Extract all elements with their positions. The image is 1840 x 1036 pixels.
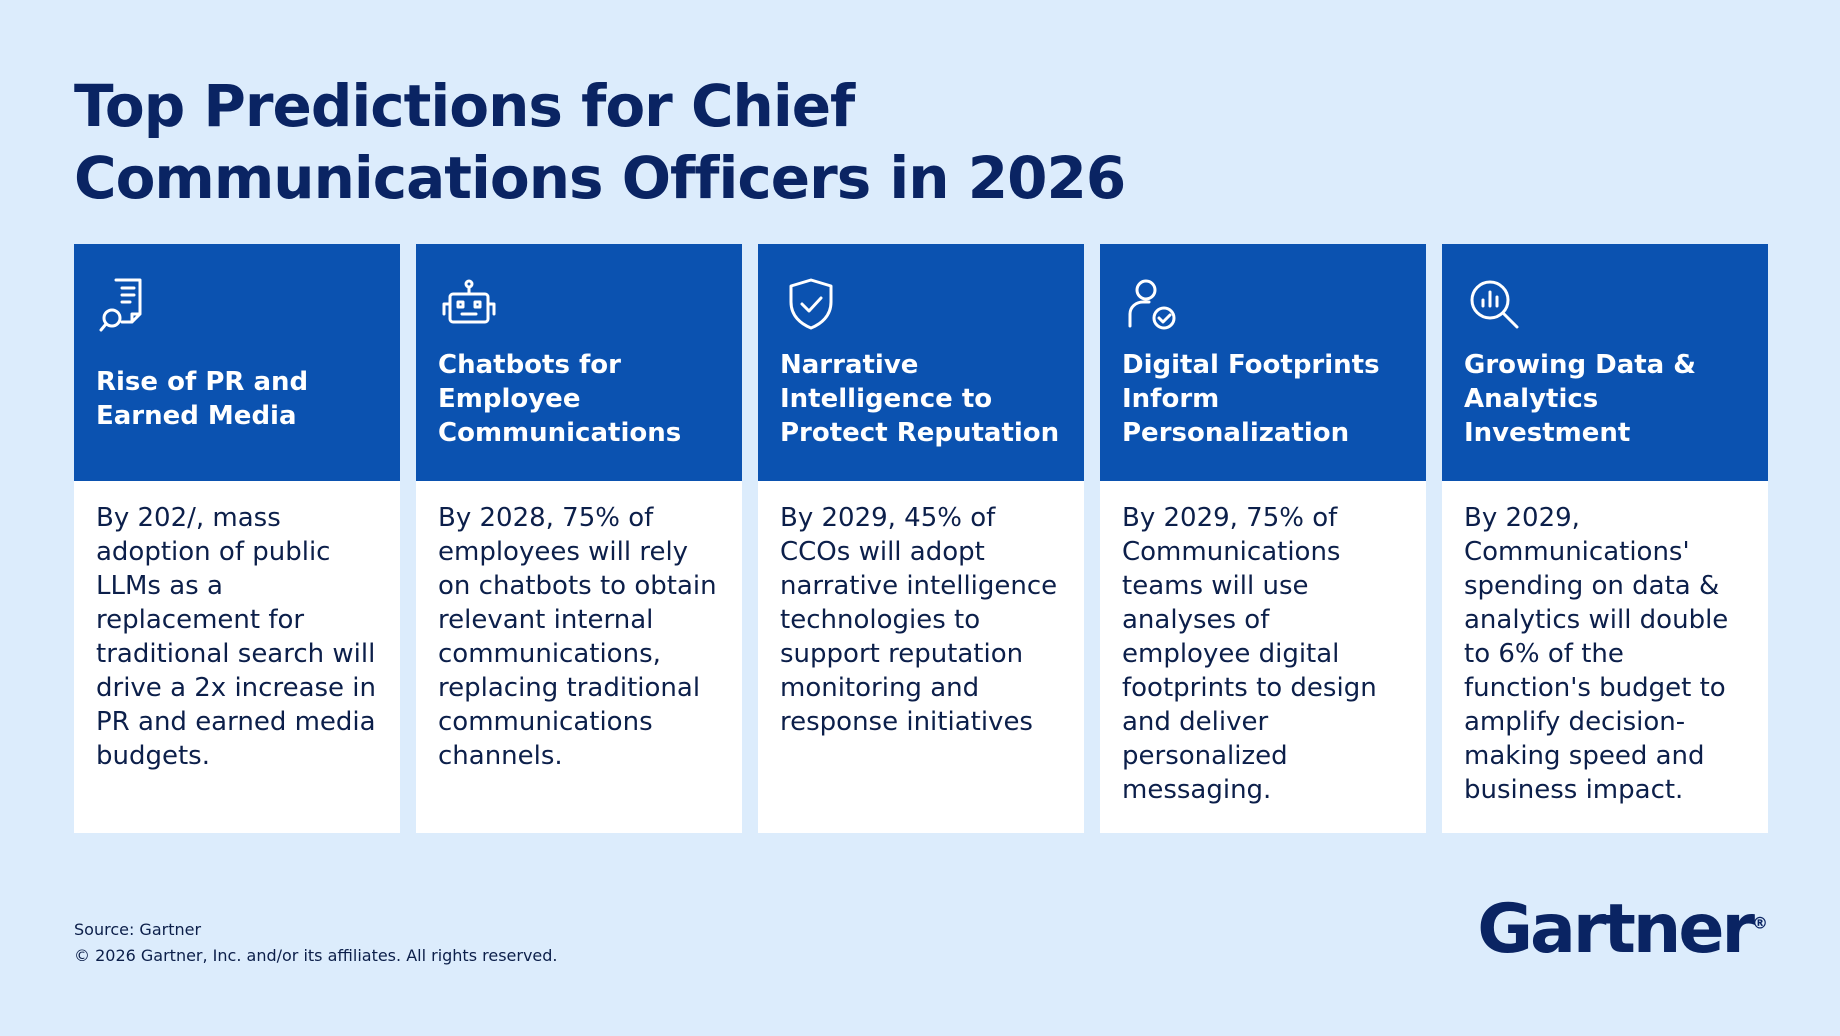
card: Growing Data & Analytics Investment By 20… <box>1442 244 1768 833</box>
icon <box>1470 280 1519 329</box>
card-text: By 2029, 45% of CCOs will adopt narrativ… <box>780 503 1058 737</box>
icon <box>1128 279 1176 330</box>
source: Source: Gartner <box>74 920 202 939</box>
card-text: By 2028, 75% of employees will rely on c… <box>438 503 717 771</box>
icon <box>789 278 833 330</box>
card: Chatbots for Employee Communications By 2… <box>416 244 742 833</box>
card-header: Chatbots for Employee Communications <box>416 244 742 481</box>
card: Narrative Intelligence to Protect Reputa… <box>758 244 1084 833</box>
cards: Rise of PR and Earned Media By 202/, mass… <box>74 244 1768 833</box>
card-heading: Narrative Intelligence to Protect Reputa… <box>780 349 1060 448</box>
icon <box>442 279 496 324</box>
card-text: By 202/, mass adoption of public LLMs as… <box>96 503 377 771</box>
card-header: Rise of PR and Earned Media <box>74 244 400 481</box>
card-text: By 2029, Communications' spending on dat… <box>1464 503 1729 805</box>
card-text: By 2029, 75% of Communications teams wil… <box>1122 503 1377 805</box>
card-header: Digital Footprints Inform Personalizatio… <box>1100 244 1426 481</box>
logo-text: Gartner <box>1477 890 1755 969</box>
card-heading: Digital Footprints Inform Personalizatio… <box>1122 349 1380 448</box>
card: Rise of PR and Earned Media By 202/, mass… <box>74 244 400 833</box>
card-heading: Chatbots for Employee Communications <box>438 349 682 448</box>
card-header: Narrative Intelligence to Protect Reputa… <box>758 244 1084 481</box>
icon <box>99 278 142 332</box>
card-heading: Rise of PR and Earned Media <box>96 366 309 431</box>
title: Top Predictions for Chief Communications… <box>74 72 1126 212</box>
card-header: Growing Data & Analytics Investment <box>1442 244 1768 481</box>
card: Digital Footprints Inform Personalizatio… <box>1100 244 1426 833</box>
logo: Gartner® <box>1477 890 1768 969</box>
card-heading: Growing Data & Analytics Investment <box>1464 349 1696 448</box>
logo-mark: ® <box>1752 913 1768 933</box>
copyright: © 2026 Gartner, Inc. and/or its affiliat… <box>74 946 558 965</box>
